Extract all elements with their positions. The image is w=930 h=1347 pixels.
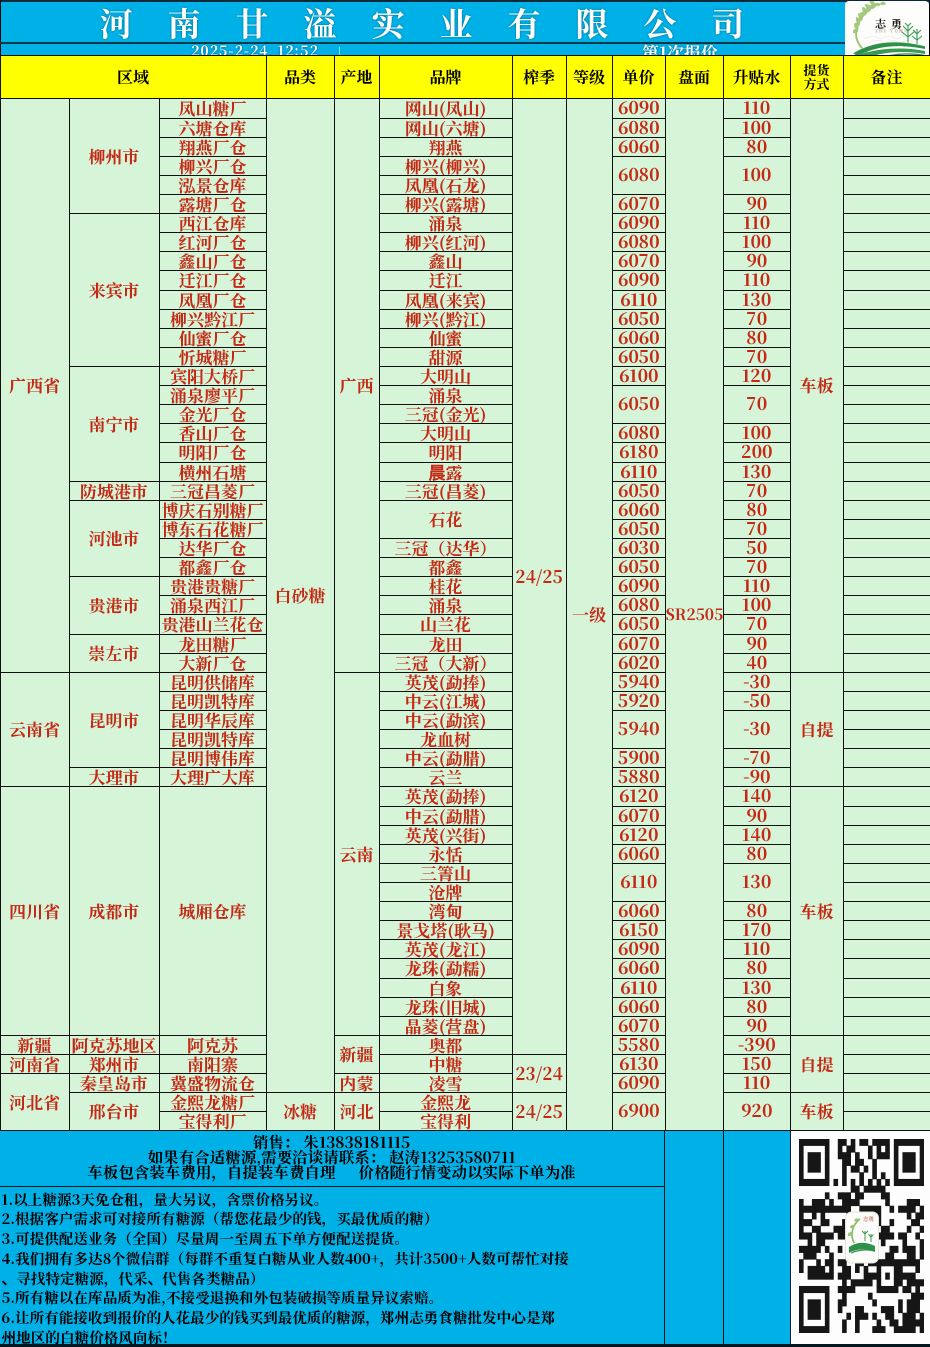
svg-text:ZHI YONG: ZHI YONG	[875, 29, 909, 35]
svg-text:志勇: 志勇	[875, 16, 907, 32]
svg-text:志勇: 志勇	[862, 1215, 875, 1223]
